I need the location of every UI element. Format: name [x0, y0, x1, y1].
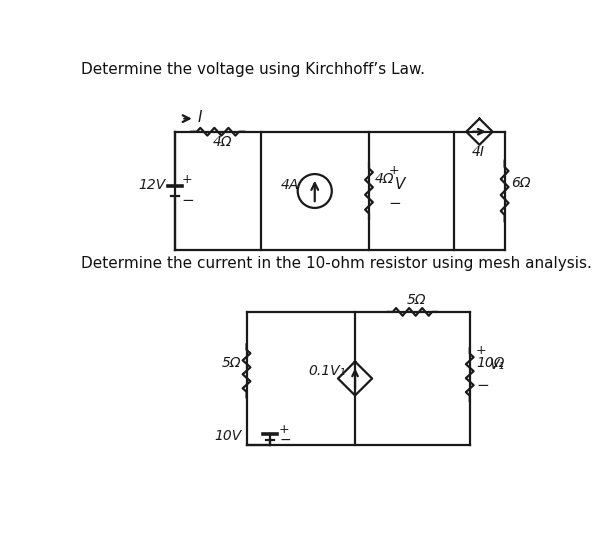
Text: 4Ω: 4Ω: [375, 172, 395, 187]
Text: 5Ω: 5Ω: [407, 293, 427, 307]
Text: V: V: [395, 177, 405, 192]
Text: −: −: [181, 193, 194, 208]
Text: −: −: [389, 196, 401, 211]
Text: 10Ω: 10Ω: [476, 356, 504, 370]
Text: 12V: 12V: [138, 179, 165, 192]
Text: +: +: [476, 344, 486, 357]
Text: +: +: [181, 173, 192, 187]
Text: V₁: V₁: [490, 358, 505, 372]
Text: +: +: [279, 423, 290, 436]
Text: 5Ω: 5Ω: [222, 356, 241, 370]
Text: 4I: 4I: [471, 144, 485, 159]
Text: Determine the current in the 10-ohm resistor using mesh analysis.: Determine the current in the 10-ohm resi…: [80, 256, 592, 271]
Text: 0.1V₁: 0.1V₁: [309, 364, 346, 378]
Text: 10V: 10V: [214, 430, 241, 443]
Text: −: −: [476, 378, 489, 393]
Text: 6Ω: 6Ω: [511, 176, 530, 190]
Text: Determine the voltage using Kirchhoff’s Law.: Determine the voltage using Kirchhoff’s …: [80, 62, 425, 77]
Text: I: I: [198, 110, 202, 125]
Text: −: −: [279, 433, 291, 447]
Text: 4Ω: 4Ω: [212, 134, 232, 149]
Text: 4A: 4A: [281, 177, 299, 192]
Text: +: +: [389, 164, 399, 177]
